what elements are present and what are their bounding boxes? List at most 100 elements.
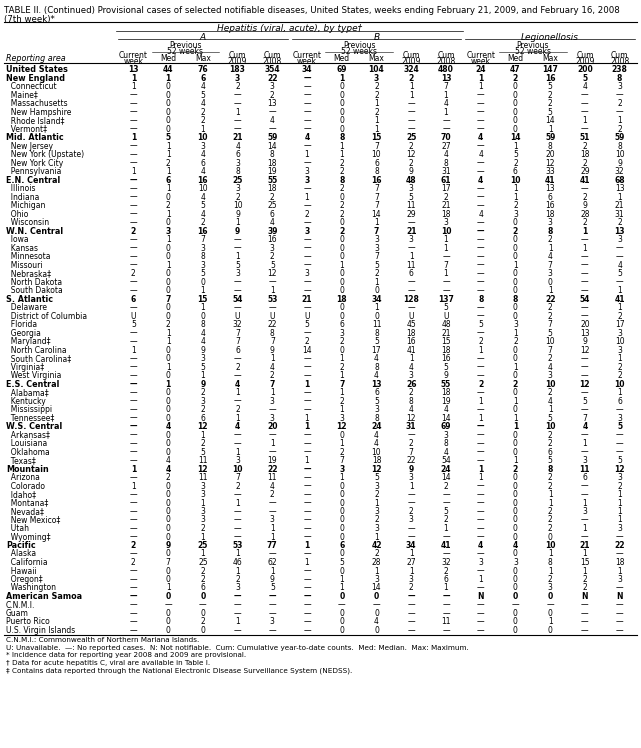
Text: —: —: [477, 99, 485, 108]
Text: 12: 12: [614, 465, 625, 473]
Text: S. Atlantic: S. Atlantic: [6, 295, 53, 304]
Text: 4: 4: [165, 465, 171, 473]
Text: 3: 3: [617, 346, 622, 355]
Text: —: —: [581, 626, 588, 635]
Text: —: —: [477, 550, 485, 559]
Text: 14: 14: [267, 141, 277, 150]
Text: 20: 20: [267, 422, 278, 431]
Text: 1: 1: [304, 558, 310, 567]
Text: 1: 1: [617, 192, 622, 201]
Text: 1: 1: [409, 354, 413, 363]
Text: 2: 2: [548, 99, 553, 108]
Text: —: —: [303, 235, 311, 244]
Text: 0: 0: [513, 278, 518, 286]
Text: New Jersey: New Jersey: [6, 141, 53, 150]
Text: 1: 1: [270, 354, 275, 363]
Text: —: —: [616, 533, 624, 542]
Text: 21: 21: [579, 541, 590, 550]
Text: 0: 0: [513, 371, 518, 380]
Text: 0: 0: [513, 498, 518, 507]
Text: 2: 2: [270, 252, 275, 261]
Text: 480: 480: [438, 65, 454, 74]
Text: 1: 1: [235, 498, 240, 507]
Text: 2: 2: [374, 91, 379, 99]
Text: 2: 2: [131, 558, 136, 567]
Text: 0: 0: [339, 252, 344, 261]
Text: 6: 6: [513, 167, 518, 176]
Text: 0: 0: [165, 566, 171, 575]
Text: 0: 0: [339, 124, 344, 133]
Text: —: —: [477, 490, 485, 499]
Text: 324: 324: [403, 65, 419, 74]
Text: —: —: [303, 303, 311, 312]
Text: 2: 2: [513, 227, 518, 236]
Text: —: —: [303, 601, 311, 610]
Text: —: —: [303, 328, 311, 337]
Text: Med: Med: [508, 54, 524, 63]
Text: 4: 4: [547, 363, 553, 372]
Text: Cum: Cum: [611, 51, 628, 60]
Text: —: —: [303, 218, 311, 227]
Text: —: —: [581, 278, 588, 286]
Text: Max: Max: [542, 54, 558, 63]
Text: —: —: [303, 73, 311, 82]
Text: 1: 1: [166, 167, 171, 176]
Text: 12: 12: [197, 422, 208, 431]
Text: —: —: [581, 431, 588, 440]
Text: 0: 0: [201, 609, 205, 618]
Text: 4: 4: [201, 167, 205, 176]
Text: —: —: [303, 124, 311, 133]
Text: 6: 6: [547, 192, 553, 201]
Text: —: —: [581, 482, 588, 491]
Text: —: —: [129, 235, 137, 244]
Text: 9: 9: [235, 209, 240, 218]
Text: 1: 1: [583, 439, 587, 448]
Text: 2: 2: [339, 159, 344, 168]
Text: 4: 4: [235, 379, 240, 388]
Text: 2008: 2008: [610, 57, 629, 66]
Text: 7: 7: [374, 201, 379, 210]
Text: 5: 5: [235, 260, 240, 269]
Text: —: —: [303, 396, 311, 405]
Text: 4: 4: [235, 141, 240, 150]
Text: 1: 1: [374, 99, 379, 108]
Text: 1: 1: [444, 269, 448, 278]
Text: 6: 6: [165, 176, 171, 185]
Text: —: —: [408, 108, 415, 117]
Text: 3: 3: [409, 235, 413, 244]
Text: 2: 2: [304, 209, 310, 218]
Text: 3: 3: [339, 328, 344, 337]
Text: 1: 1: [201, 498, 205, 507]
Text: 15: 15: [580, 558, 590, 567]
Text: —: —: [129, 379, 137, 388]
Text: 46: 46: [233, 558, 242, 567]
Text: 18: 18: [406, 328, 416, 337]
Text: 1: 1: [444, 524, 448, 533]
Text: Massachusetts: Massachusetts: [6, 99, 67, 108]
Text: 26: 26: [406, 379, 417, 388]
Text: 21: 21: [232, 133, 243, 142]
Text: 3: 3: [235, 456, 240, 465]
Text: 3: 3: [235, 269, 240, 278]
Text: 8: 8: [339, 176, 344, 185]
Text: North Carolina: North Carolina: [6, 346, 67, 355]
Text: Iowa: Iowa: [6, 235, 29, 244]
Text: —: —: [303, 465, 311, 473]
Text: —: —: [303, 363, 311, 372]
Text: 2: 2: [513, 465, 518, 473]
Text: 1: 1: [513, 184, 518, 193]
Text: 11: 11: [406, 260, 416, 269]
Text: 1: 1: [374, 303, 379, 312]
Text: 2: 2: [409, 388, 413, 397]
Text: Georgia: Georgia: [6, 328, 41, 337]
Text: 2: 2: [201, 575, 205, 584]
Text: —: —: [477, 201, 485, 210]
Text: 41: 41: [406, 346, 416, 355]
Text: 9: 9: [201, 346, 205, 355]
Text: —: —: [581, 490, 588, 499]
Text: 0: 0: [547, 533, 553, 542]
Text: TABLE II. (Continued) Provisional cases of selected notifiable diseases, United : TABLE II. (Continued) Provisional cases …: [4, 6, 620, 15]
Text: 0: 0: [165, 82, 171, 91]
Text: 0: 0: [513, 473, 518, 482]
Text: 1: 1: [617, 388, 622, 397]
